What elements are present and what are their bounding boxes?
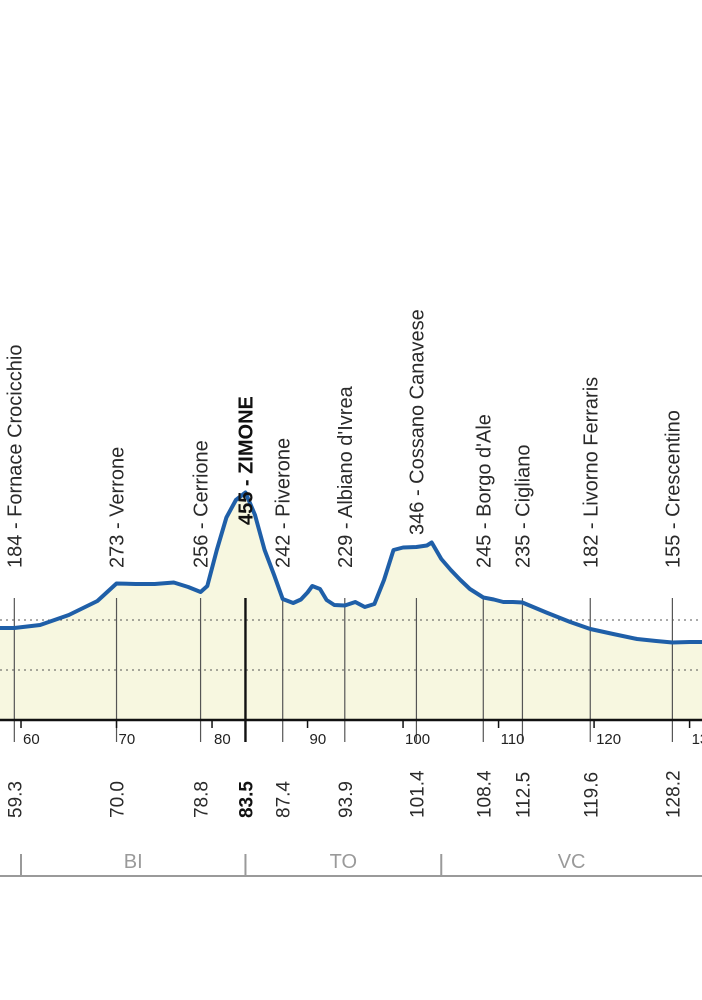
plot-area	[0, 492, 702, 720]
waypoint-label: 182 - Livorno Ferraris	[580, 377, 602, 568]
place-labels: 184 - Fornace Crocicchio 273 - Verrone 256…	[4, 309, 684, 568]
elevation-profile	[0, 490, 702, 645]
waypoint-label: 256 - Cerrione	[191, 440, 213, 568]
region-label: TO	[330, 851, 357, 873]
axis-tick-label: 130	[692, 731, 702, 748]
waypoint-km-label: 83.5	[237, 781, 258, 818]
waypoint-label: 184 - Fornace Crocicchio	[4, 345, 26, 568]
waypoint-label: 229 - Albiano d'Ivrea	[335, 385, 357, 568]
waypoint-km-label: 108.4	[474, 770, 495, 818]
waypoint-label: 346 - Cossano Canavese	[406, 309, 428, 535]
axis-tick-label: 110	[501, 731, 525, 748]
waypoint-km-label: 78.8	[192, 781, 213, 818]
axis-tick-label: 100	[405, 731, 430, 748]
axis-tick-label: 120	[596, 731, 621, 748]
profile-area-fill	[0, 492, 702, 720]
waypoint-label: 242 - Piverone	[273, 438, 295, 568]
axis-tick-label: 90	[310, 731, 327, 748]
axis-tick-label: 80	[214, 731, 231, 748]
waypoint-label: 273 - Verrone	[107, 447, 129, 568]
waypoint-km-label: 70.0	[108, 781, 129, 818]
waypoint-markers	[13, 598, 673, 742]
waypoint-km-label: 87.4	[274, 781, 295, 818]
waypoint-label: 455 - ZIMONE	[236, 396, 258, 525]
axis-tick-label: 70	[119, 731, 136, 748]
waypoint-km-label: 119.6	[581, 772, 602, 818]
waypoint-label: 235 - Cigliano	[512, 445, 534, 568]
distance-axis: 60 70 80 90 100 110 120 130	[0, 718, 702, 748]
waypoint-km-label: 128.2	[663, 770, 684, 818]
waypoint-label: 155 - Crescentino	[662, 410, 684, 568]
waypoint-km-label: 59.3	[5, 781, 26, 818]
waypoint-km-label: 112.5	[513, 772, 534, 818]
waypoint-label: 245 - Borgo d'Ale	[473, 414, 495, 568]
profile-line	[0, 490, 702, 645]
waypoint-km-label: 101.4	[407, 770, 428, 818]
region-label: VC	[558, 851, 586, 873]
region-label: BI	[124, 851, 143, 873]
waypoint-km-label: 93.9	[336, 781, 357, 818]
region-band: BI TO VC	[0, 851, 702, 877]
axis-tick-label: 60	[23, 731, 40, 748]
km-labels: 59.3 70.0 78.8 83.5 87.4 93.9 101.4 108.4 112.5 1…	[5, 770, 684, 818]
